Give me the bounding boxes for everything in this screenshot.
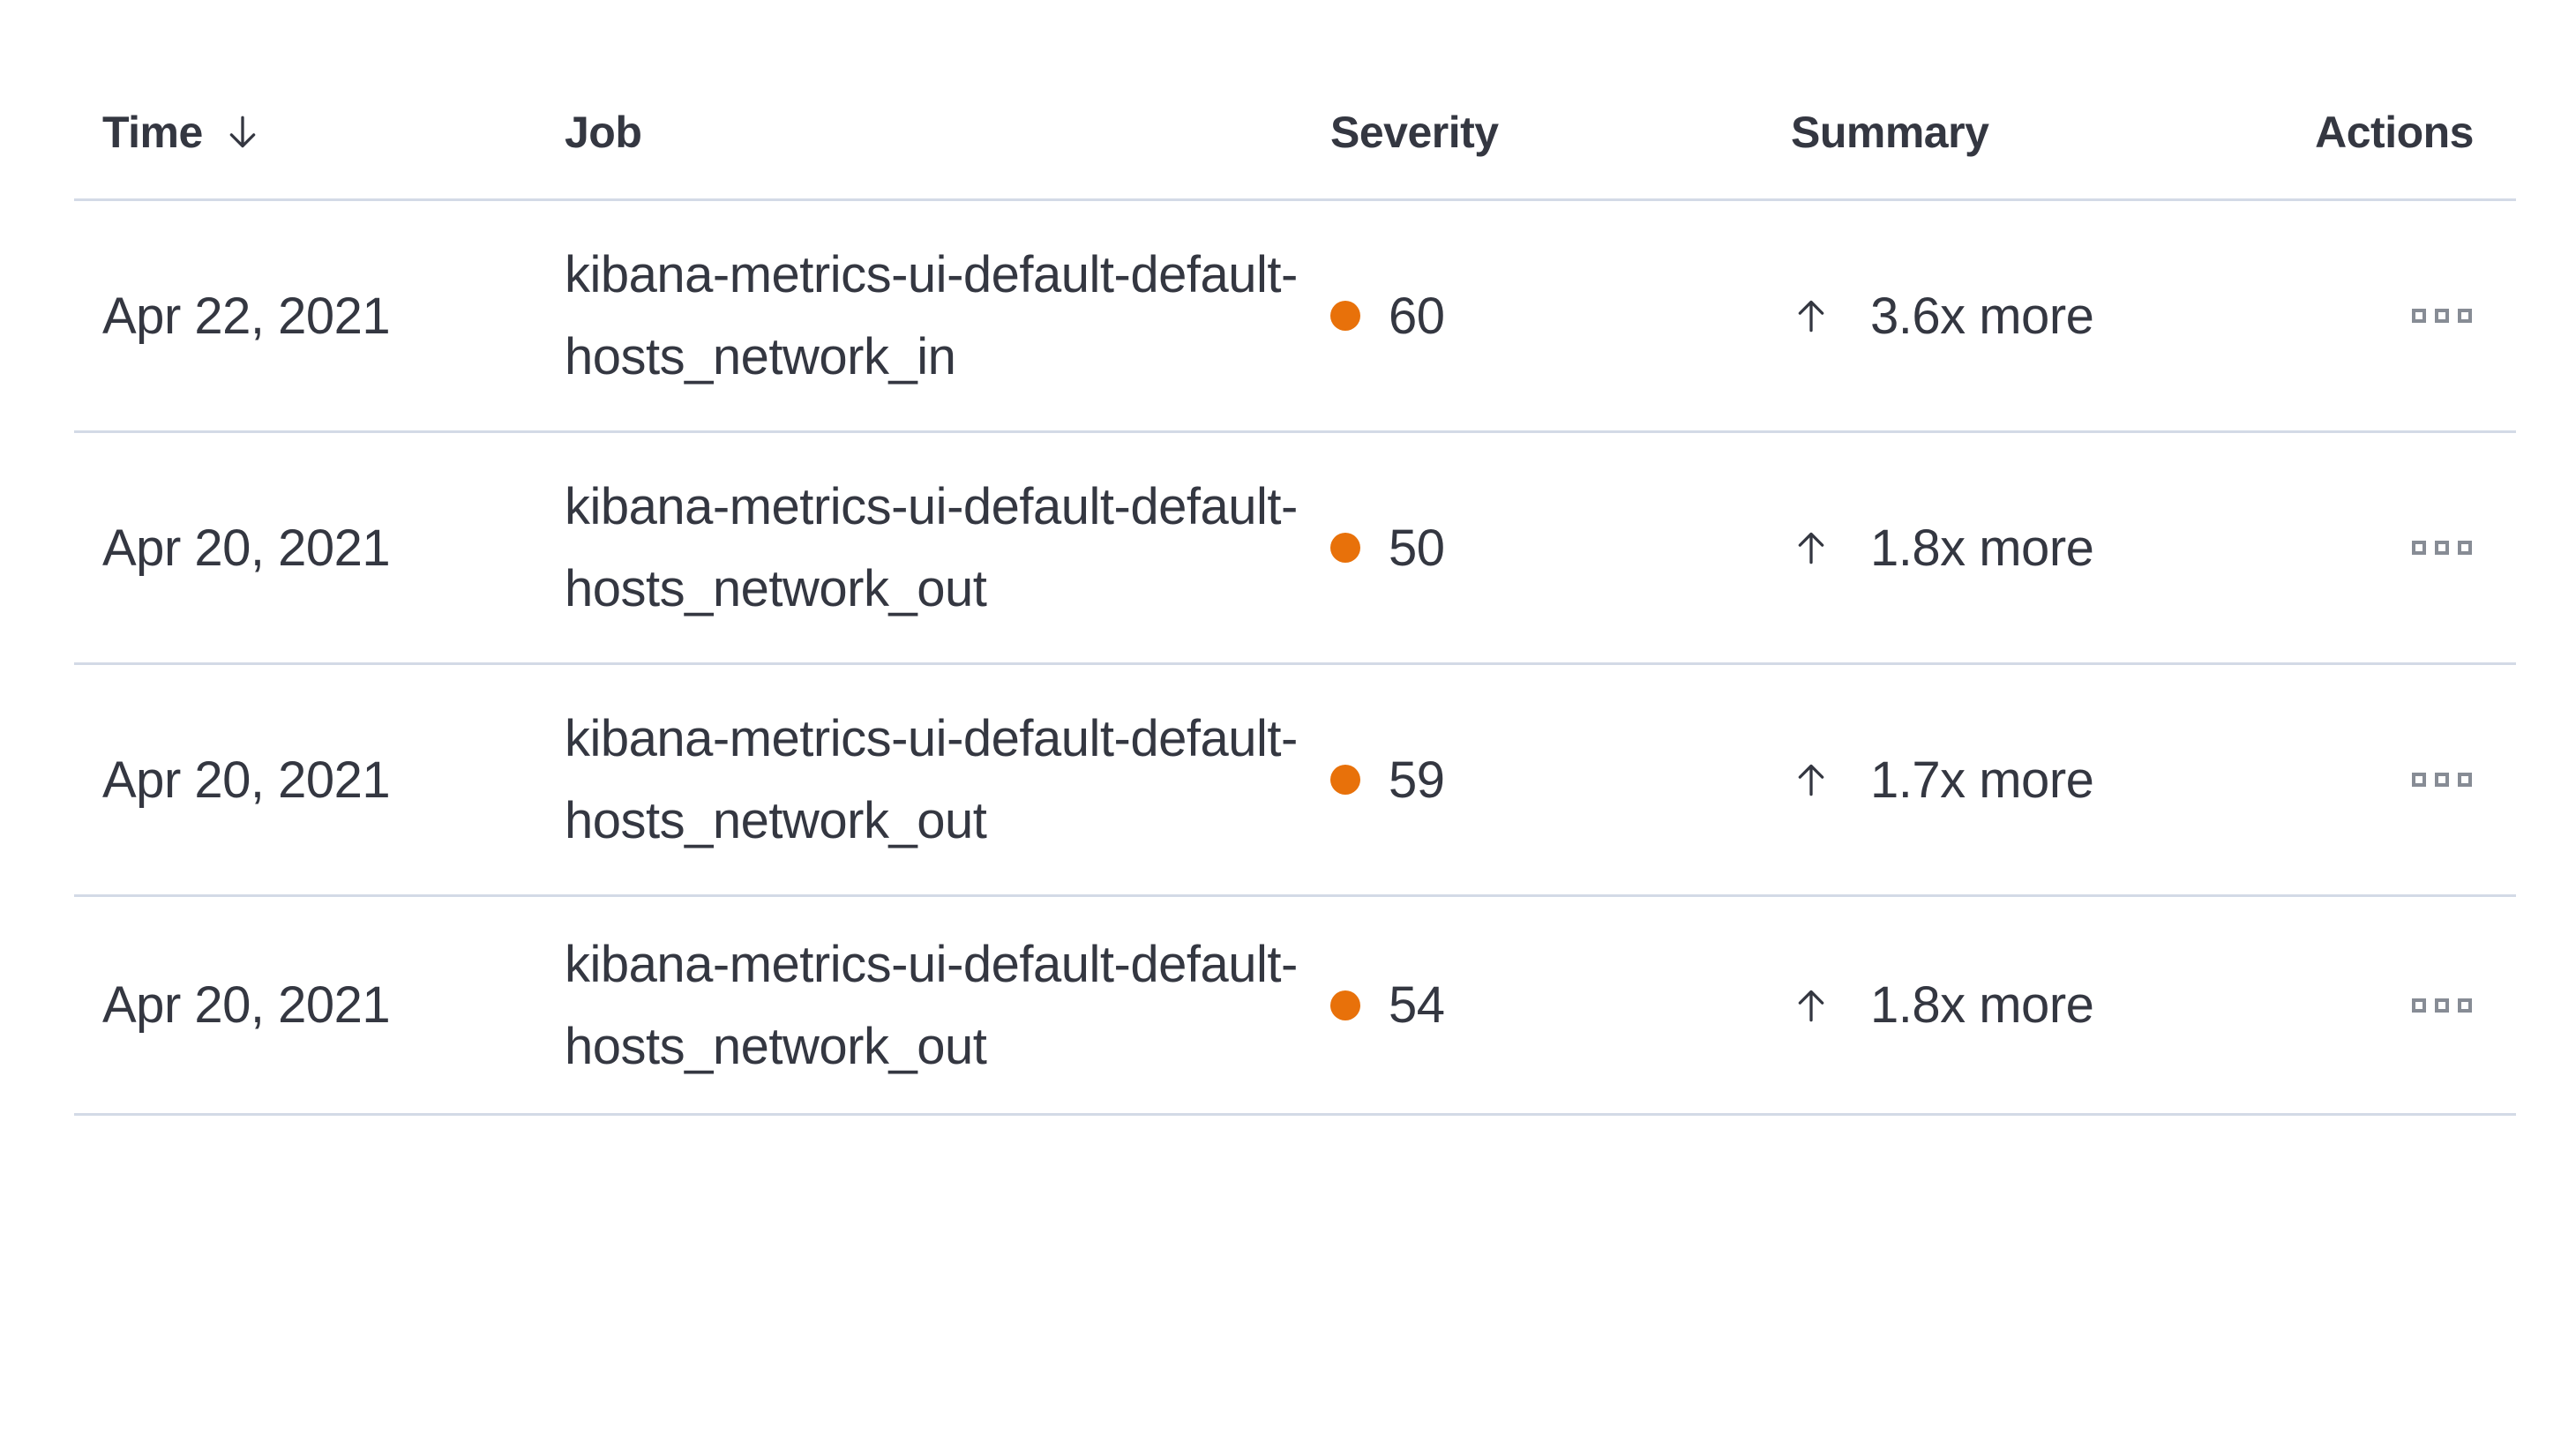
job-cell: kibana-metrics-ui-default-default-hosts_… bbox=[565, 478, 1298, 617]
actions-cell bbox=[2306, 303, 2516, 328]
row-actions-button[interactable] bbox=[2410, 767, 2474, 792]
job-cell: kibana-metrics-ui-default-default-hosts_… bbox=[565, 710, 1298, 849]
summary-value: 3.6x more bbox=[1870, 287, 2094, 345]
column-header-summary: Summary bbox=[1791, 108, 1989, 157]
time-cell: Apr 22, 2021 bbox=[102, 287, 391, 345]
row-actions-button[interactable] bbox=[2410, 303, 2474, 328]
summary-cell: 1.8x more bbox=[1763, 519, 2306, 578]
summary-cell: 1.7x more bbox=[1763, 751, 2306, 810]
column-header-time[interactable]: Time bbox=[102, 107, 263, 158]
summary-cell: 3.6x more bbox=[1763, 287, 2306, 346]
time-cell: Apr 20, 2021 bbox=[102, 976, 391, 1034]
summary-cell: 1.8x more bbox=[1763, 975, 2306, 1035]
actions-cell bbox=[2306, 993, 2516, 1018]
boxes-horizontal-icon bbox=[2412, 773, 2426, 787]
anomalies-table: Time Job Severity Summary Actions Apr 22… bbox=[74, 0, 2516, 1116]
arrow-up-icon bbox=[1798, 300, 1824, 333]
row-actions-button[interactable] bbox=[2410, 993, 2474, 1018]
arrow-up-icon bbox=[1798, 532, 1824, 564]
column-header-job: Job bbox=[565, 108, 642, 157]
table-row: Apr 22, 2021 kibana-metrics-ui-default-d… bbox=[74, 201, 2516, 433]
severity-value: 50 bbox=[1389, 519, 1445, 577]
table-header-row: Time Job Severity Summary Actions bbox=[74, 66, 2516, 201]
severity-dot-icon bbox=[1330, 765, 1360, 795]
column-header-time-cell: Time bbox=[74, 107, 536, 158]
boxes-horizontal-icon bbox=[2412, 998, 2426, 1013]
time-cell: Apr 20, 2021 bbox=[102, 519, 391, 577]
table-row: Apr 20, 2021 kibana-metrics-ui-default-d… bbox=[74, 433, 2516, 665]
job-cell: kibana-metrics-ui-default-default-hosts_… bbox=[565, 246, 1298, 385]
column-header-severity: Severity bbox=[1330, 108, 1499, 157]
summary-value: 1.8x more bbox=[1870, 976, 2094, 1034]
severity-value: 59 bbox=[1389, 751, 1445, 809]
severity-cell: 60 bbox=[1302, 287, 1763, 346]
boxes-horizontal-icon bbox=[2412, 541, 2426, 555]
arrow-up-icon bbox=[1798, 764, 1824, 796]
boxes-horizontal-icon bbox=[2412, 309, 2426, 323]
table-row: Apr 20, 2021 kibana-metrics-ui-default-d… bbox=[74, 897, 2516, 1116]
severity-dot-icon bbox=[1330, 533, 1360, 563]
summary-value: 1.7x more bbox=[1870, 751, 2094, 809]
actions-cell bbox=[2306, 767, 2516, 792]
time-cell: Apr 20, 2021 bbox=[102, 751, 391, 809]
severity-dot-icon bbox=[1330, 301, 1360, 331]
actions-cell bbox=[2306, 535, 2516, 560]
severity-dot-icon bbox=[1330, 990, 1360, 1020]
severity-cell: 59 bbox=[1302, 751, 1763, 810]
summary-value: 1.8x more bbox=[1870, 519, 2094, 577]
table-row: Apr 20, 2021 kibana-metrics-ui-default-d… bbox=[74, 665, 2516, 897]
severity-value: 54 bbox=[1389, 976, 1445, 1034]
severity-value: 60 bbox=[1389, 287, 1445, 345]
arrow-up-icon bbox=[1798, 990, 1824, 1021]
severity-cell: 50 bbox=[1302, 519, 1763, 578]
column-header-time-label: Time bbox=[102, 108, 203, 157]
row-actions-button[interactable] bbox=[2410, 535, 2474, 560]
severity-cell: 54 bbox=[1302, 975, 1763, 1035]
column-header-actions: Actions bbox=[2315, 108, 2474, 157]
job-cell: kibana-metrics-ui-default-default-hosts_… bbox=[565, 935, 1298, 1075]
sort-down-icon bbox=[229, 116, 256, 148]
